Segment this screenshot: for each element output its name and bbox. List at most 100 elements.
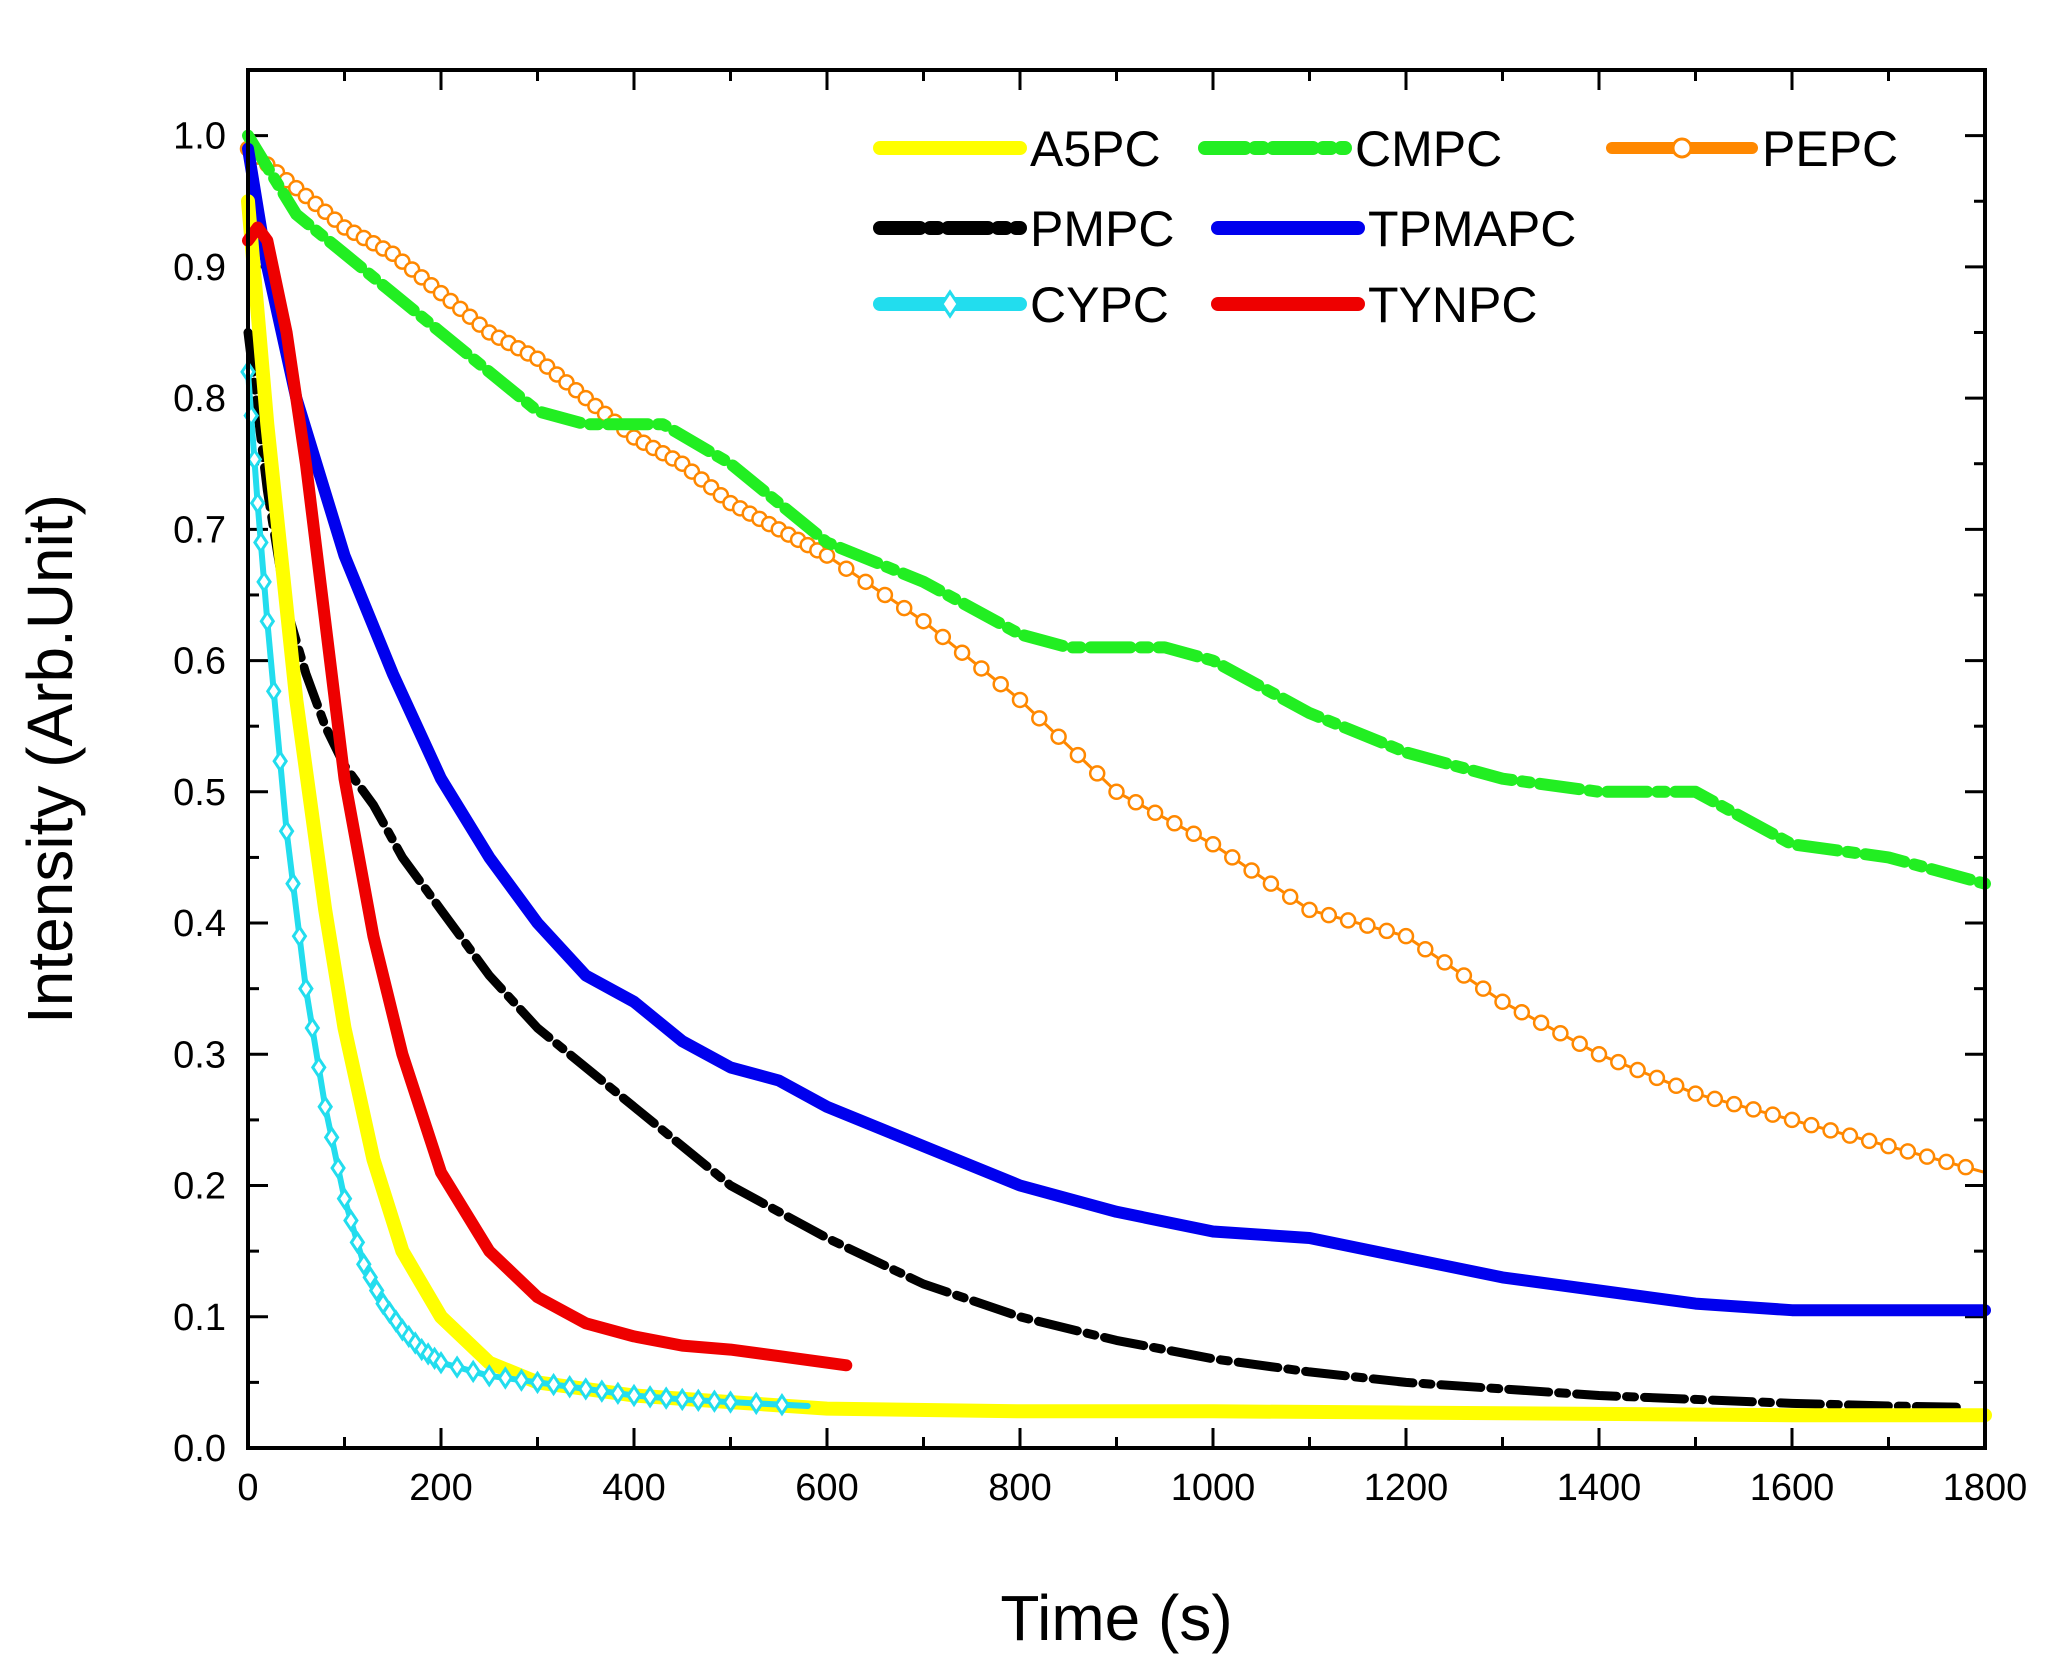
data-point-cypc	[291, 924, 308, 948]
y-tick-label: 1.0	[173, 116, 226, 158]
x-tick-label: 1600	[1750, 1467, 1835, 1509]
data-point-pepc	[1397, 927, 1415, 945]
series-line-cmpc	[242, 129, 1991, 890]
data-point-pepc	[818, 547, 836, 564]
plot-frame	[246, 68, 1987, 1450]
tick-labels: 0 200 400 600 800 1000 1200 1400 1600 1800 0.0 0.1 0…	[173, 116, 2027, 1509]
data-point-pepc	[1417, 941, 1434, 958]
series-line-pmpc	[243, 328, 1971, 1412]
data-point-pepc	[1069, 746, 1087, 764]
legend-label: A5PC	[1030, 121, 1161, 177]
data-point-pepc	[1918, 1148, 1936, 1165]
data-point-cypc	[545, 1372, 562, 1397]
y-tick-label: 0.5	[173, 772, 226, 814]
data-point-pepc	[934, 628, 952, 646]
data-point-cypc	[610, 1381, 626, 1406]
y-tick-label: 0.1	[173, 1297, 226, 1339]
data-point-cypc	[497, 1366, 514, 1390]
data-point-cypc	[449, 1355, 465, 1379]
data-point-cypc	[298, 976, 314, 1001]
data-point-cypc	[349, 1230, 366, 1255]
data-point-cypc	[626, 1383, 642, 1408]
data-point-cypc	[481, 1364, 498, 1388]
legend-label: PEPC	[1762, 121, 1898, 177]
series-line-tynpc	[242, 221, 853, 1372]
data-point-pepc	[1822, 1122, 1839, 1139]
data-point-pepc	[1455, 967, 1473, 984]
legend-item-cmpc: CMPC	[1198, 121, 1502, 177]
y-axis-title: Intensity (Arb.Unit)	[14, 494, 86, 1024]
data-point-pepc	[1339, 912, 1357, 929]
series-cmpc	[242, 129, 1991, 890]
x-tick-label: 1400	[1557, 1467, 1642, 1509]
data-point-cypc	[722, 1390, 739, 1414]
data-point-pepc	[1938, 1153, 1955, 1171]
legend-marker	[1671, 137, 1693, 159]
data-point-pepc	[1127, 794, 1145, 811]
series-cypc	[240, 360, 811, 1417]
y-tick-label: 0.8	[173, 378, 226, 420]
data-point-cypc	[674, 1387, 691, 1412]
data-point-pepc	[1532, 1014, 1550, 1032]
data-point-cypc	[748, 1391, 765, 1416]
data-point-pepc	[895, 599, 913, 617]
data-point-cypc	[278, 819, 295, 843]
data-point-cypc	[265, 679, 282, 703]
data-point-pepc	[1667, 1077, 1685, 1095]
legend-item-tpmapc: TPMAPC	[1211, 201, 1576, 257]
data-point-cypc	[465, 1359, 481, 1384]
data-point-pepc	[1320, 906, 1338, 924]
y-tick-label: 0.4	[173, 903, 226, 945]
x-tick-label: 1200	[1364, 1467, 1449, 1509]
data-point-pepc	[1783, 1111, 1801, 1129]
data-point-pepc	[1648, 1069, 1666, 1087]
data-point-pepc	[1803, 1116, 1820, 1134]
legend-label: TYNPC	[1368, 277, 1537, 333]
data-point-cypc	[529, 1370, 546, 1395]
data-point-pepc	[857, 573, 874, 591]
data-point-pepc	[1552, 1025, 1569, 1042]
legend-label: CMPC	[1355, 121, 1502, 177]
y-tick-label: 0.0	[173, 1428, 226, 1470]
data-point-cypc	[256, 570, 272, 594]
data-point-cypc	[513, 1368, 530, 1392]
data-point-cypc	[594, 1379, 610, 1403]
data-point-pepc	[915, 612, 932, 630]
data-point-pepc	[1146, 804, 1164, 822]
data-point-cypc	[272, 749, 288, 773]
legend-item-cypc: CYPC	[873, 277, 1169, 333]
data-point-cypc	[658, 1386, 674, 1410]
series-line-tpmapc	[242, 142, 1991, 1317]
data-point-cypc	[330, 1156, 346, 1180]
series-tynpc	[242, 221, 853, 1372]
data-point-pepc	[1281, 888, 1299, 906]
x-tick-label: 0	[237, 1467, 258, 1509]
data-point-cypc	[642, 1385, 658, 1409]
data-point-pepc	[1108, 783, 1125, 801]
data-point-pepc	[1301, 901, 1318, 919]
data-point-pepc	[1011, 691, 1029, 709]
data-point-cypc	[259, 609, 276, 633]
legend-item-pmpc: PMPC	[873, 201, 1174, 257]
y-tick-label: 0.6	[173, 641, 226, 683]
legend: A5PC CMPC PEPC PMPC TPMAPC CYPC TYNPC	[873, 121, 1898, 333]
data-point-cypc	[323, 1125, 340, 1150]
data-point-pepc	[1243, 862, 1260, 879]
legend-item-a5pc: A5PC	[873, 121, 1161, 177]
data-point-pepc	[1629, 1061, 1646, 1079]
data-point-pepc	[1706, 1090, 1724, 1108]
data-point-pepc	[838, 560, 855, 577]
data-point-pepc	[1571, 1035, 1588, 1053]
data-point-pepc	[953, 644, 971, 661]
data-point-cypc	[285, 871, 301, 896]
data-point-pepc	[1725, 1095, 1743, 1113]
data-point-pepc	[1687, 1085, 1704, 1102]
legend-item-tynpc: TYNPC	[1211, 277, 1537, 333]
data-point-cypc	[317, 1095, 334, 1119]
data-point-pepc	[1513, 1004, 1531, 1021]
data-point-cypc	[249, 491, 266, 515]
data-point-pepc	[1088, 765, 1106, 782]
data-point-cypc	[706, 1389, 723, 1413]
data-point-cypc	[343, 1208, 359, 1233]
